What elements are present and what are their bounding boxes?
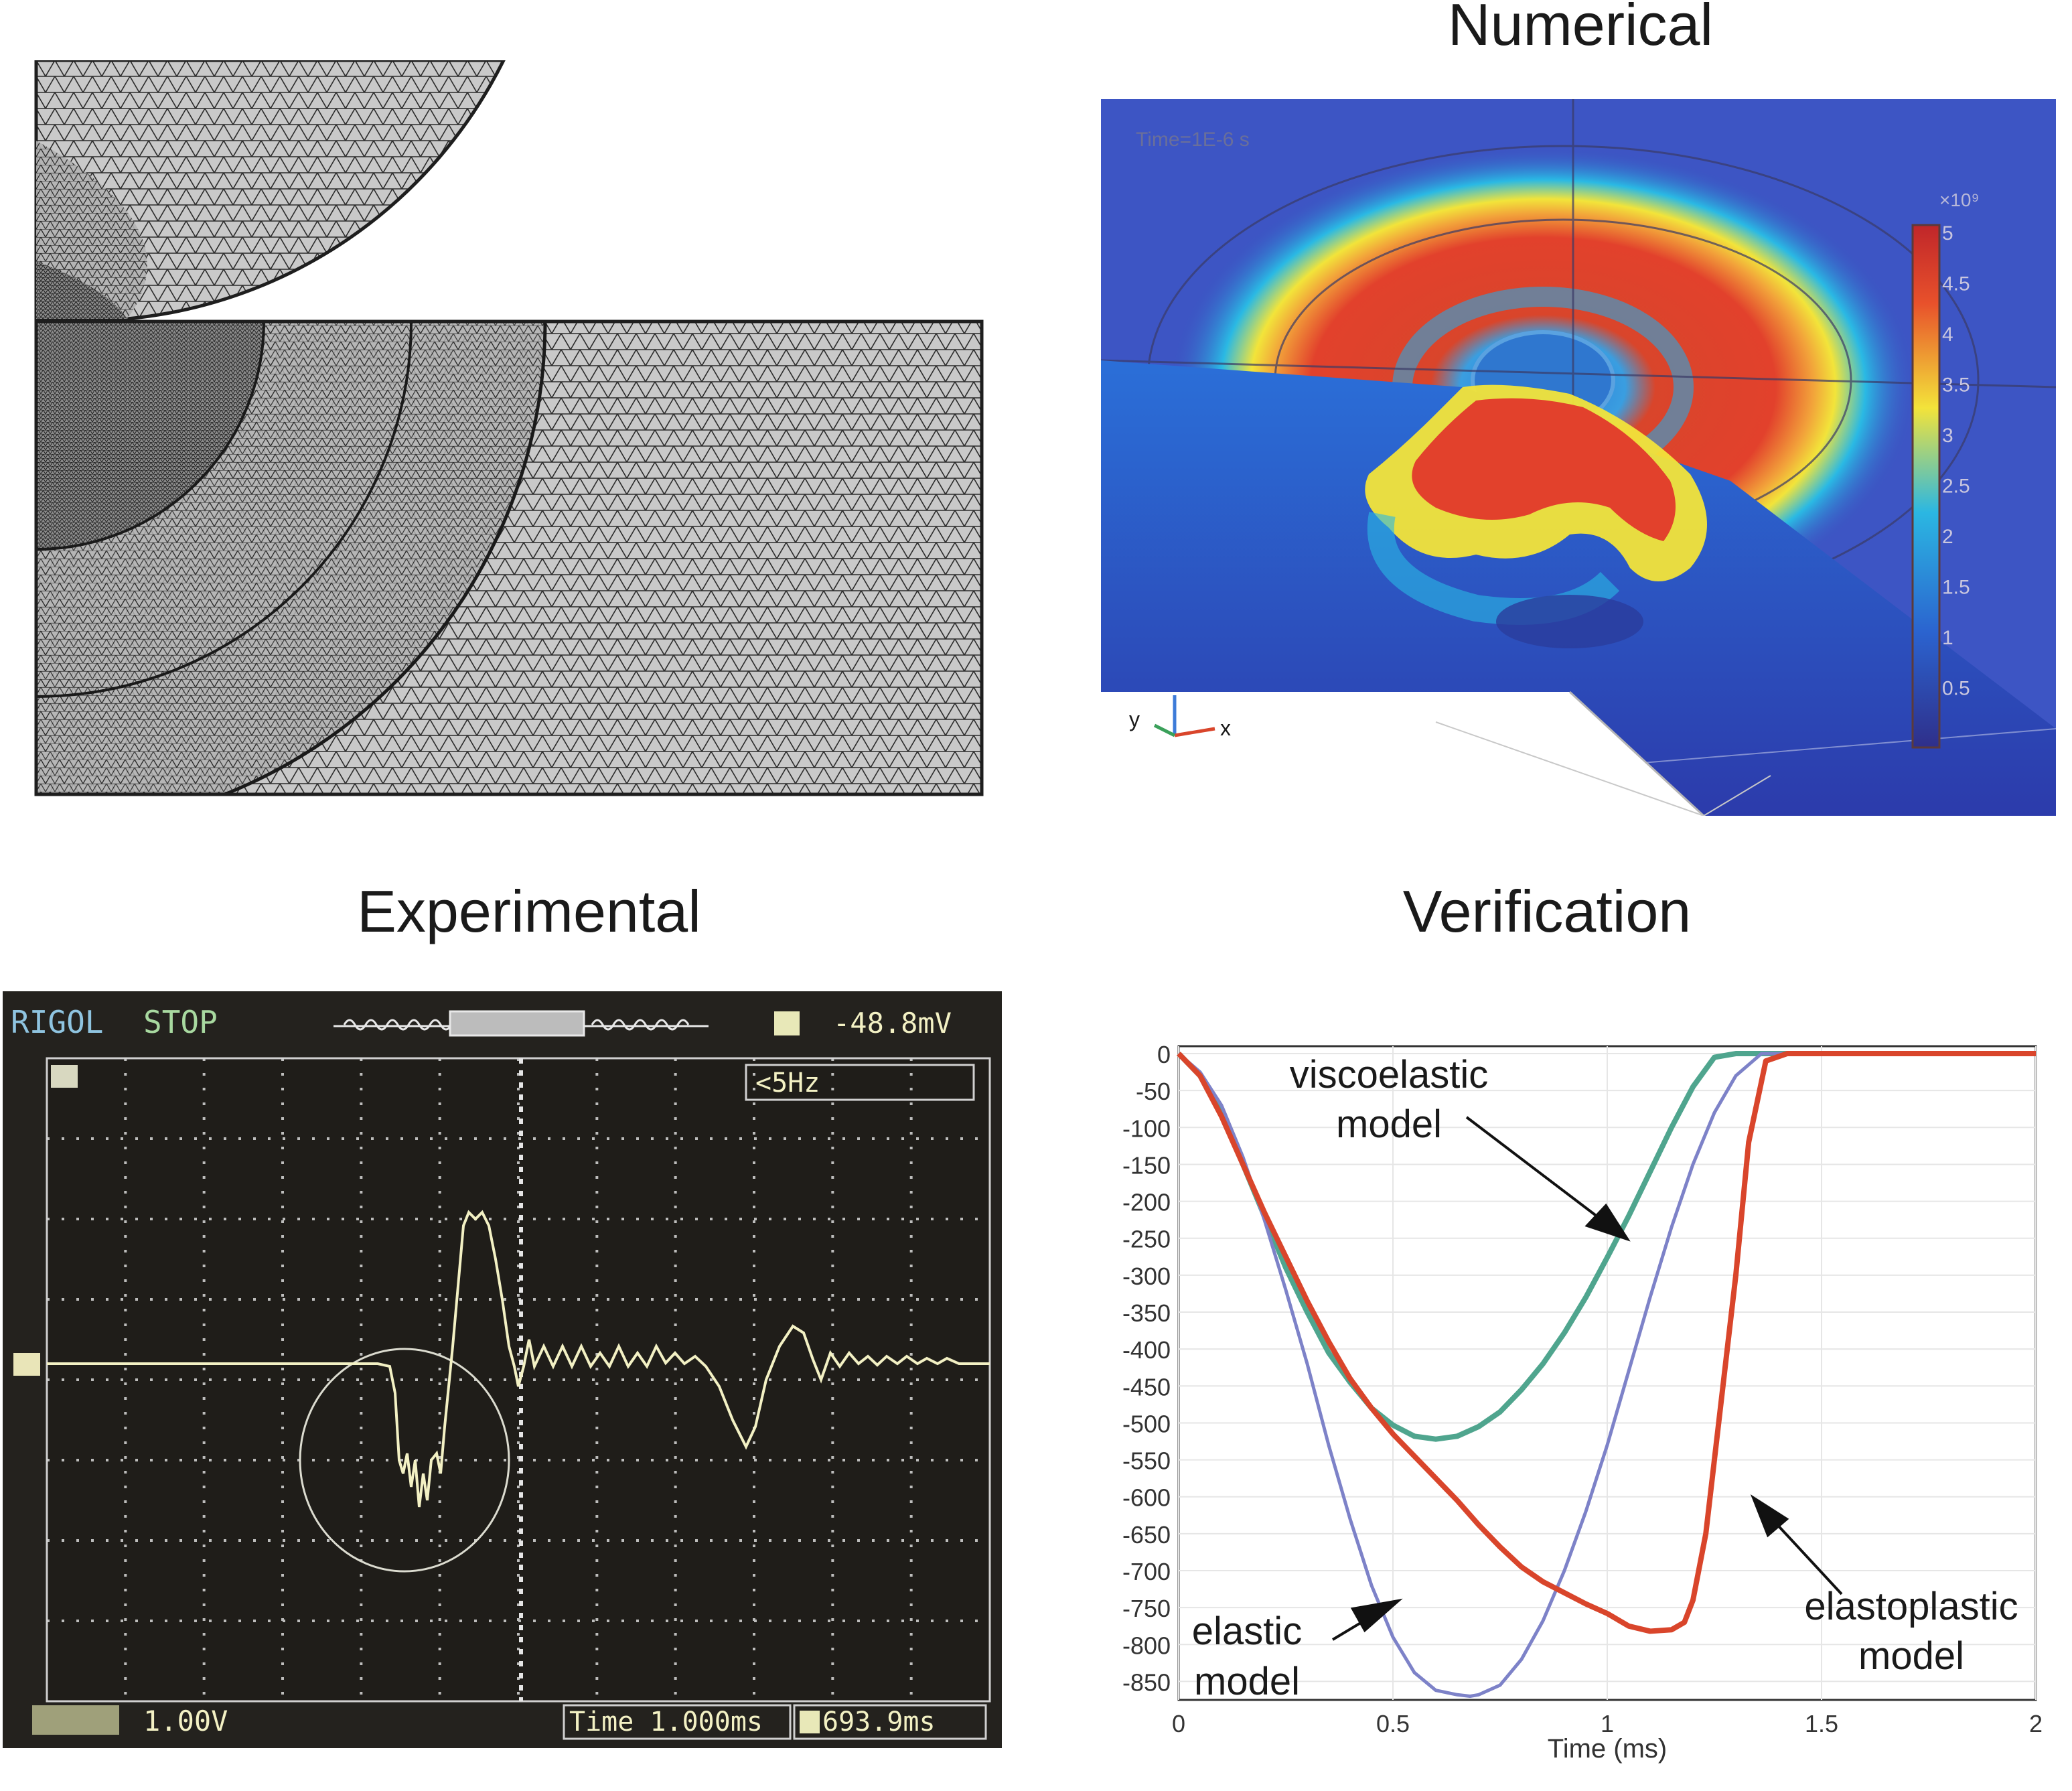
timebase: Time 1.000ms bbox=[569, 1707, 763, 1737]
annotation-arrows bbox=[1331, 1116, 1843, 1641]
y-tick-label: -350 bbox=[1122, 1299, 1171, 1327]
scope-status: STOP bbox=[143, 1004, 218, 1040]
colorbar-tick-label: 3.5 bbox=[1942, 374, 1970, 397]
y-tick-label: -450 bbox=[1122, 1373, 1171, 1401]
time-label: Time=1E-6 s bbox=[1136, 129, 1250, 151]
y-tick-label: -800 bbox=[1122, 1632, 1171, 1659]
trigger-freq: <5Hz bbox=[755, 1068, 820, 1098]
colorbar-tick-label: 3 bbox=[1942, 425, 1953, 447]
trigger-level: -48.8mV bbox=[833, 1007, 952, 1040]
y-tick-labels: 0 -50 -100 -150 -200 -250 -300 -350 -400 -450 -500… bbox=[1122, 1041, 1171, 1696]
verification-title: Verification bbox=[1402, 878, 1692, 944]
annotation-viscoelastic: viscoelastic model bbox=[1290, 1053, 1489, 1146]
svg-text:elastic: elastic bbox=[1192, 1609, 1302, 1653]
mesh-panel bbox=[27, 58, 991, 804]
colorbar-tick-label: 5 bbox=[1942, 222, 1953, 244]
colorbar-multiplier: ×10⁹ bbox=[1939, 190, 1980, 210]
annotation-elastic: elastic model bbox=[1192, 1609, 1302, 1703]
colorbar-tick-label: 0.5 bbox=[1942, 678, 1970, 700]
stress-field-figure: Time=1E-6 s ×10⁹ 5 4.5 4 3.5 3 2.5 2 1.5 1 0.5 y … bbox=[1100, 99, 2057, 817]
svg-text:y: y bbox=[1129, 707, 1140, 731]
grid-lines bbox=[1178, 1046, 2037, 1700]
experimental-title: Experimental bbox=[357, 878, 701, 944]
channel-marker bbox=[13, 1353, 40, 1376]
y-tick-label: -100 bbox=[1122, 1115, 1171, 1142]
series-lines bbox=[1177, 1051, 2036, 1698]
y-tick-label: -650 bbox=[1122, 1521, 1171, 1549]
colorbar-tick-label: 4.5 bbox=[1942, 273, 1970, 295]
series-elastoplastic-model bbox=[1177, 1051, 2036, 1634]
scope-brand: RIGOL bbox=[11, 1004, 103, 1040]
channel-scale: 1.00V bbox=[143, 1705, 228, 1737]
y-tick-label: -700 bbox=[1122, 1558, 1171, 1585]
x-tick-label: 1 bbox=[1601, 1710, 1614, 1737]
oscilloscope-screen: RIGOL STOP -48.8mV <5Hz 1.00V Time 1.000… bbox=[3, 991, 1002, 1748]
colorbar-ticks: 5 4.5 4 3.5 3 2.5 2 1.5 1 0.5 bbox=[1942, 222, 1970, 700]
sphere-mesh bbox=[34, 58, 507, 321]
x-axis-label: Time (ms) bbox=[1548, 1734, 1667, 1764]
empty-region bbox=[1101, 692, 1704, 816]
mesh-figure bbox=[34, 58, 984, 796]
y-tick-label: -600 bbox=[1122, 1484, 1171, 1512]
series-viscoelastic-model bbox=[1177, 1051, 2036, 1442]
y-tick-label: 0 bbox=[1157, 1041, 1171, 1068]
svg-text:viscoelastic: viscoelastic bbox=[1290, 1053, 1489, 1096]
trigger-icon bbox=[774, 1011, 800, 1035]
svg-text:model: model bbox=[1858, 1634, 1964, 1678]
oscilloscope-panel: RIGOL STOP -48.8mV <5Hz 1.00V Time 1.000… bbox=[3, 991, 1002, 1748]
colorbar-tick-label: 1 bbox=[1942, 627, 1953, 649]
colorbar-tick-label: 1.5 bbox=[1942, 577, 1970, 599]
colorbar-tick-label: 2.5 bbox=[1942, 476, 1970, 498]
svg-text:x: x bbox=[1220, 716, 1231, 740]
series-elastic-model bbox=[1177, 1052, 2036, 1698]
svg-text:model: model bbox=[1336, 1102, 1442, 1146]
x-tick-labels: 0 0.5 1 1.5 2 bbox=[1172, 1710, 2043, 1737]
memory-overview-bar bbox=[334, 1010, 709, 1037]
y-tick-label: -300 bbox=[1122, 1263, 1171, 1290]
y-tick-label: -250 bbox=[1122, 1226, 1171, 1253]
axis-triad: y x bbox=[1129, 695, 1231, 740]
svg-text:elastoplastic: elastoplastic bbox=[1804, 1585, 2018, 1628]
x-tick-label: 0.5 bbox=[1376, 1710, 1410, 1737]
x-tick-label: 0 bbox=[1172, 1710, 1185, 1737]
verification-chart: 0 -50 -100 -150 -200 -250 -300 -350 -400 -450 -500… bbox=[1122, 1041, 2043, 1764]
y-tick-label: -500 bbox=[1122, 1410, 1171, 1437]
numerical-panel: Time=1E-6 s ×10⁹ 5 4.5 4 3.5 3 2.5 2 1.5 1 0.5 y … bbox=[1100, 99, 2057, 817]
trigger-freq-box bbox=[745, 1064, 975, 1101]
y-tick-label: -200 bbox=[1122, 1189, 1171, 1216]
time-offset: 693.9ms bbox=[822, 1707, 936, 1737]
colorbar-tick-label: 2 bbox=[1942, 526, 1953, 548]
signal-highlight-circle bbox=[299, 1348, 510, 1573]
colorbar bbox=[1911, 224, 1941, 749]
signal-trace bbox=[47, 1210, 990, 1508]
y-tick-label: -750 bbox=[1122, 1595, 1171, 1622]
colorbar-tick-label: 4 bbox=[1942, 324, 1953, 346]
x-tick-label: 1.5 bbox=[1805, 1710, 1838, 1737]
numerical-title: Numerical bbox=[1447, 0, 1714, 58]
verification-panel: 0 -50 -100 -150 -200 -250 -300 -350 -400 -450 -500… bbox=[1071, 1005, 2072, 1788]
y-tick-label: -550 bbox=[1122, 1447, 1171, 1475]
y-tick-label: -850 bbox=[1122, 1668, 1171, 1696]
y-tick-label: -50 bbox=[1136, 1078, 1171, 1105]
y-tick-label: -150 bbox=[1122, 1151, 1171, 1179]
x-tick-label: 2 bbox=[2029, 1710, 2043, 1737]
svg-text:model: model bbox=[1194, 1660, 1300, 1703]
y-tick-label: -400 bbox=[1122, 1336, 1171, 1364]
